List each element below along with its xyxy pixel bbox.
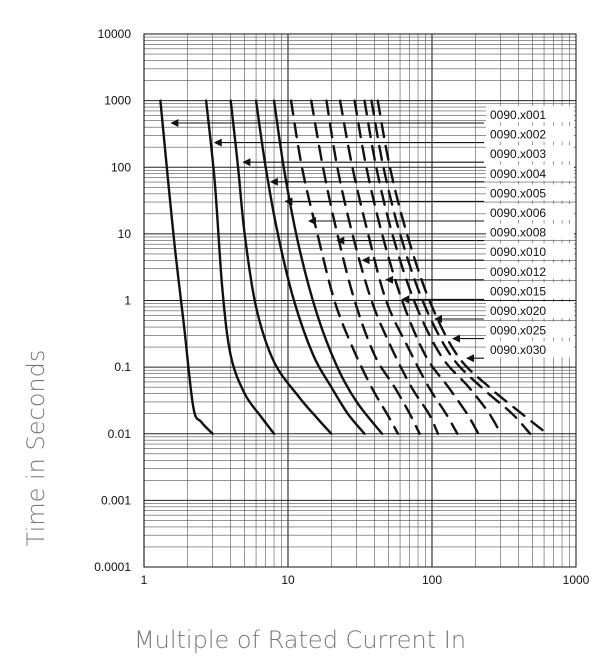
curve-0090.x025 (370, 99, 532, 435)
curves (159, 99, 549, 435)
legend-label-bg (486, 223, 574, 240)
curve-0090.x020 (363, 99, 502, 435)
legend-label-bg (486, 106, 574, 122)
curve-0090.x001 (159, 99, 214, 435)
legend-label: 0090.x001 (490, 108, 546, 122)
curve-0090.x002 (204, 99, 276, 435)
curve-0090.x004 (254, 99, 366, 435)
x-tick-label: 1000 (563, 573, 590, 587)
legend-label: 0090.x004 (490, 167, 546, 181)
y-tick-label: 0.1 (114, 360, 131, 374)
legend-label-bg (486, 302, 574, 318)
x-tick-label: 1 (141, 573, 148, 587)
legend-label: 0090.x012 (490, 265, 546, 279)
y-tick-label: 0.0001 (94, 560, 131, 574)
tick-labels: 1 10 100 1000 0.0001 0.001 0.01 0.1 1 10 100 1000 10… (94, 27, 589, 587)
y-axis-title: Time in Seconds (22, 350, 50, 547)
legend-label: 0090.x003 (490, 147, 546, 161)
curve-0090.x030 (376, 99, 549, 435)
legend-label: 0090.x010 (490, 245, 546, 259)
legend-label-bg (486, 282, 574, 299)
legend-label: 0090.x006 (490, 206, 546, 220)
curve-0090.x008 (310, 99, 421, 435)
curve-0090.x006 (289, 99, 400, 435)
y-tick-label: 1 (124, 294, 131, 308)
y-tick-label: 100 (111, 160, 131, 174)
y-tick-label: 0.001 (101, 493, 131, 507)
legend: 0090.x001 0090.x002 0090.x003 0090.x004 0090… (170, 106, 574, 363)
curve-0090.x003 (229, 99, 333, 435)
x-tick-label: 10 (281, 573, 295, 587)
legend-label-bg (486, 125, 574, 142)
legend-label-bg (486, 164, 574, 181)
legend-label: 0090.x008 (490, 226, 546, 240)
y-tick-label: 10 (118, 227, 132, 241)
legend-label-bg (486, 341, 574, 358)
y-tick-label: 1000 (104, 94, 131, 108)
legend-label: 0090.x025 (490, 324, 546, 338)
legend-label-bg (486, 184, 574, 201)
y-tick-label: 0.01 (108, 427, 132, 441)
legend-label-bg (486, 145, 574, 162)
legend-label-bg (486, 243, 574, 260)
x-axis-title: Multiple of Rated Current In (134, 626, 466, 654)
curve-0090.x005 (272, 99, 384, 435)
legend-label-bg (486, 321, 574, 338)
legend-label: 0090.x002 (490, 128, 546, 142)
legend-label: 0090.x015 (490, 284, 546, 298)
curve-0090.x012 (338, 99, 459, 435)
plot-frame (143, 33, 577, 568)
y-tick-label: 10000 (98, 27, 132, 41)
x-tick-label: 100 (422, 573, 442, 587)
legend-label-bg (486, 262, 574, 279)
legend-label: 0090.x020 (490, 304, 546, 318)
curve-0090.x010 (325, 99, 440, 435)
legend-label: 0090.x030 (490, 343, 546, 357)
curve-0090.x015 (353, 99, 480, 435)
legend-label-bg (486, 204, 574, 220)
legend-label: 0090.x005 (490, 186, 546, 200)
